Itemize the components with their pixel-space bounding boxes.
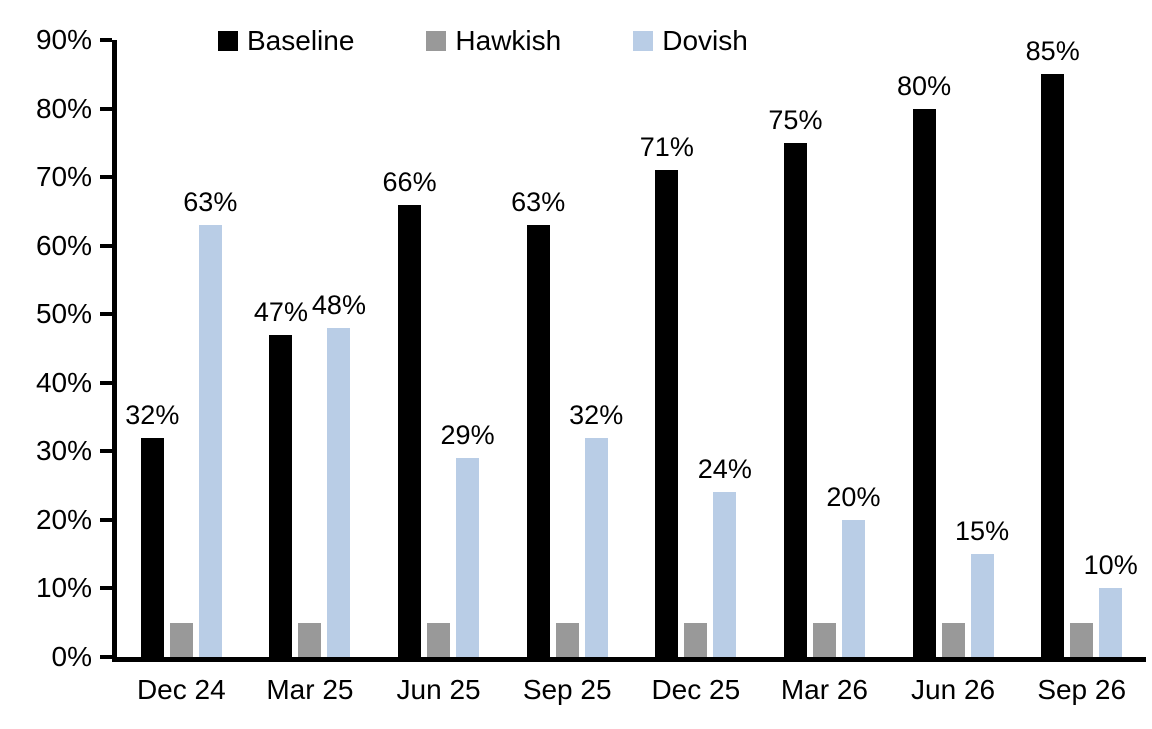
- x-axis-label-sep-25: Sep 25: [522, 674, 612, 705]
- bar-dovish-mar-25: 48%: [312, 290, 366, 657]
- bar-group-mar-26: 75% 20%: [760, 40, 889, 657]
- bar-hawkish-sep-26: [1070, 622, 1094, 657]
- legend-label: Baseline: [247, 25, 355, 56]
- legend-swatch-icon: [426, 31, 447, 51]
- data-label-baseline-dec-25: 71%: [639, 132, 694, 163]
- bar-hawkish-sep-25: [555, 622, 579, 657]
- bar-baseline-jun-25: 66%: [383, 167, 437, 657]
- y-axis-tick: [100, 449, 112, 454]
- bar-dovish-jun-25: 29%: [441, 420, 495, 657]
- x-axis-label-sep-26: Sep 26: [1037, 674, 1127, 705]
- y-axis-tick-label: 20%: [35, 503, 92, 535]
- data-label-dovish-sep-25: 32%: [569, 399, 624, 430]
- data-label-baseline-jun-25: 66%: [382, 166, 437, 197]
- y-axis-tick-label: 90%: [35, 24, 92, 55]
- bar-baseline-dec-25: 71%: [640, 132, 694, 657]
- data-label-baseline-mar-25: 47%: [253, 296, 308, 327]
- bar-group-dec-24: 32% 63%: [117, 40, 246, 657]
- legend-label: Dovish: [662, 25, 748, 56]
- bar-groups: 32% 63% 47% 48% 66% 29% 63% 32% 71% 24% 75% 20% 80% 1…: [117, 36, 1146, 657]
- bar-dovish-mar-26: 20%: [826, 482, 880, 657]
- data-label-dovish-dec-24: 63%: [183, 187, 238, 218]
- bar-group-jun-25: 66% 29%: [374, 40, 503, 657]
- y-axis-tick-label: 70%: [35, 161, 92, 193]
- y-axis-tick: [100, 380, 112, 385]
- data-label-baseline-mar-26: 75%: [768, 104, 823, 135]
- x-axis-label-mar-25: Mar 25: [266, 674, 354, 705]
- data-label-dovish-mar-26: 20%: [826, 481, 881, 512]
- bar-dovish-jun-26: 15%: [955, 516, 1009, 657]
- y-axis-tick: [100, 38, 112, 42]
- bar-hawkish-dec-25: [684, 622, 708, 657]
- y-axis-tick-label: 80%: [35, 92, 92, 124]
- legend-label: Hawkish: [455, 25, 562, 56]
- bar-hawkish-dec-24: [169, 622, 193, 657]
- bar-baseline-dec-24: 32%: [125, 400, 179, 657]
- bar-baseline-sep-26: 85%: [1026, 36, 1080, 657]
- x-axis-label-dec-25: Dec 25: [651, 674, 741, 705]
- y-axis-tick: [100, 586, 112, 591]
- y-axis-tick: [100, 106, 112, 111]
- legend-item-baseline: Baseline: [218, 25, 354, 57]
- y-axis-tick: [100, 243, 112, 248]
- data-label-dovish-jun-25: 29%: [440, 420, 495, 451]
- x-axis-label-mar-26: Mar 26: [780, 674, 869, 705]
- bar-dovish-sep-26: 10%: [1084, 550, 1138, 657]
- bar-baseline-mar-25: 47%: [254, 297, 308, 657]
- x-axis-label-jun-26: Jun 26: [911, 674, 996, 705]
- bar-hawkish-jun-26: [941, 622, 965, 657]
- bar-group-dec-25: 71% 24%: [632, 40, 761, 657]
- bar-dovish-dec-25: 24%: [698, 454, 752, 657]
- y-axis-tick-label: 0%: [51, 641, 92, 672]
- y-axis-tick-label: 10%: [35, 572, 92, 604]
- y-axis-tick-label: 60%: [35, 229, 92, 261]
- y-axis-tick: [100, 517, 112, 522]
- data-label-baseline-sep-26: 85%: [1025, 36, 1080, 67]
- x-axis-labels: Dec 24 Mar 25 Jun 25 Sep 25 Dec 25 Mar 26 Jun …: [117, 674, 1146, 706]
- bar-hawkish-jun-25: [427, 622, 451, 657]
- bar-hawkish-mar-26: [812, 622, 836, 657]
- data-label-baseline-jun-26: 80%: [897, 70, 952, 101]
- bar-group-sep-26: 85% 10%: [1017, 36, 1146, 657]
- x-axis-label-dec-24: Dec 24: [136, 674, 226, 705]
- y-axis-tick: [100, 655, 112, 659]
- bar-group-jun-26: 80% 15%: [889, 40, 1018, 657]
- legend-item-hawkish: Hawkish: [426, 25, 561, 57]
- bar-hawkish-mar-25: [298, 622, 322, 657]
- y-axis-tick-label: 50%: [35, 298, 92, 330]
- bar-group-sep-25: 63% 32%: [503, 40, 632, 657]
- x-axis-label-jun-25: Jun 25: [396, 674, 481, 705]
- legend-swatch-icon: [633, 31, 654, 51]
- chart-legend: Baseline Hawkish Dovish: [218, 25, 748, 57]
- data-label-dovish-mar-25: 48%: [311, 289, 366, 320]
- bar-baseline-mar-26: 75%: [768, 105, 822, 657]
- data-label-dovish-jun-26: 15%: [955, 516, 1010, 547]
- y-axis-tick-label: 30%: [35, 435, 92, 467]
- bar-baseline-sep-25: 63%: [511, 187, 565, 657]
- y-axis-tick: [100, 312, 112, 317]
- data-label-dovish-sep-26: 10%: [1083, 550, 1138, 581]
- bar-dovish-sep-25: 32%: [569, 400, 623, 657]
- data-label-baseline-sep-25: 63%: [511, 187, 566, 218]
- bar-baseline-jun-26: 80%: [897, 71, 951, 657]
- data-label-baseline-dec-24: 32%: [125, 399, 180, 430]
- plot-area: 32% 63% 47% 48% 66% 29% 63% 32% 71% 24% 75% 20% 80% 1…: [100, 36, 1146, 662]
- bar-dovish-dec-24: 63%: [183, 187, 237, 657]
- y-axis-tick: [100, 175, 112, 180]
- legend-swatch-icon: [218, 31, 238, 51]
- y-axis-tick-label: 40%: [35, 366, 92, 398]
- data-label-dovish-dec-25: 24%: [697, 454, 752, 485]
- bar-group-mar-25: 47% 48%: [246, 40, 375, 657]
- legend-item-dovish: Dovish: [633, 25, 748, 57]
